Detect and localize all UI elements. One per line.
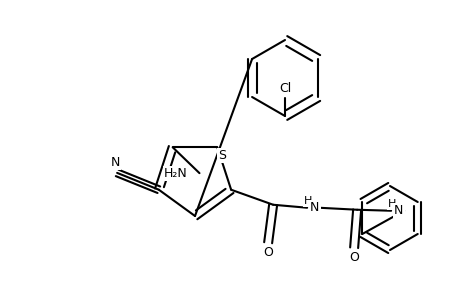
Text: H: H — [303, 196, 312, 206]
Text: N: N — [309, 201, 319, 214]
Text: O: O — [348, 251, 358, 264]
Text: Cl: Cl — [278, 82, 291, 95]
Text: H₂N: H₂N — [163, 167, 187, 180]
Text: H: H — [387, 199, 396, 209]
Text: O: O — [263, 246, 273, 259]
Text: N: N — [110, 156, 119, 170]
Text: S: S — [218, 149, 226, 162]
Text: N: N — [393, 204, 403, 217]
